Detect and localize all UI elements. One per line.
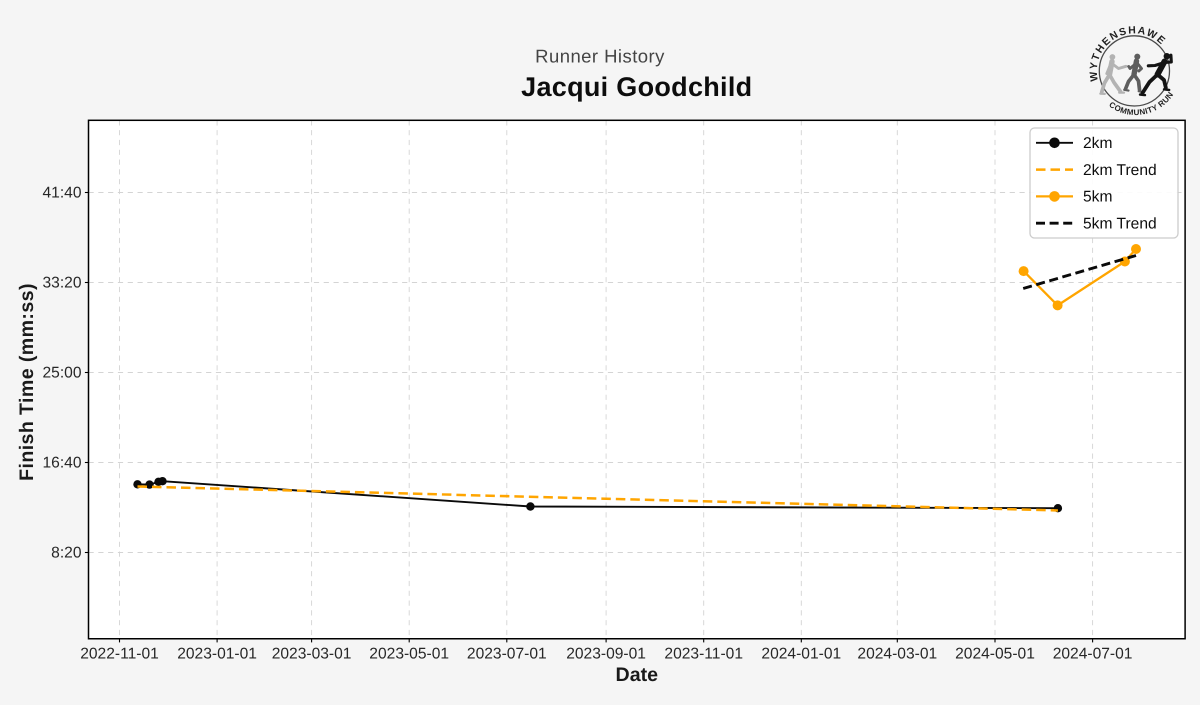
svg-text:Jacqui Goodchild: Jacqui Goodchild xyxy=(521,72,752,102)
svg-text:2024-01-01: 2024-01-01 xyxy=(761,646,841,663)
svg-text:Finish Time (mm:ss): Finish Time (mm:ss) xyxy=(16,283,38,481)
svg-text:2023-03-01: 2023-03-01 xyxy=(272,646,352,663)
svg-text:Runner History: Runner History xyxy=(535,46,665,67)
svg-text:2023-09-01: 2023-09-01 xyxy=(566,646,646,663)
svg-text:25:00: 25:00 xyxy=(42,365,81,382)
svg-text:2km Trend: 2km Trend xyxy=(1083,162,1157,179)
svg-text:2023-07-01: 2023-07-01 xyxy=(467,646,547,663)
svg-text:2023-11-01: 2023-11-01 xyxy=(664,646,743,663)
svg-text:2024-07-01: 2024-07-01 xyxy=(1053,646,1133,663)
svg-text:2022-11-01: 2022-11-01 xyxy=(80,646,159,663)
svg-text:16:40: 16:40 xyxy=(42,455,81,472)
svg-text:8:20: 8:20 xyxy=(51,545,82,562)
svg-text:41:40: 41:40 xyxy=(42,185,81,202)
svg-text:5km Trend: 5km Trend xyxy=(1083,215,1157,232)
svg-text:5km: 5km xyxy=(1083,189,1112,206)
svg-text:2023-01-01: 2023-01-01 xyxy=(177,646,257,663)
svg-text:2023-05-01: 2023-05-01 xyxy=(369,646,449,663)
svg-text:2024-03-01: 2024-03-01 xyxy=(857,646,937,663)
svg-text:2km: 2km xyxy=(1083,135,1112,152)
svg-text:Date: Date xyxy=(616,664,659,686)
svg-text:2024-05-01: 2024-05-01 xyxy=(955,646,1035,663)
svg-text:33:20: 33:20 xyxy=(42,275,81,292)
